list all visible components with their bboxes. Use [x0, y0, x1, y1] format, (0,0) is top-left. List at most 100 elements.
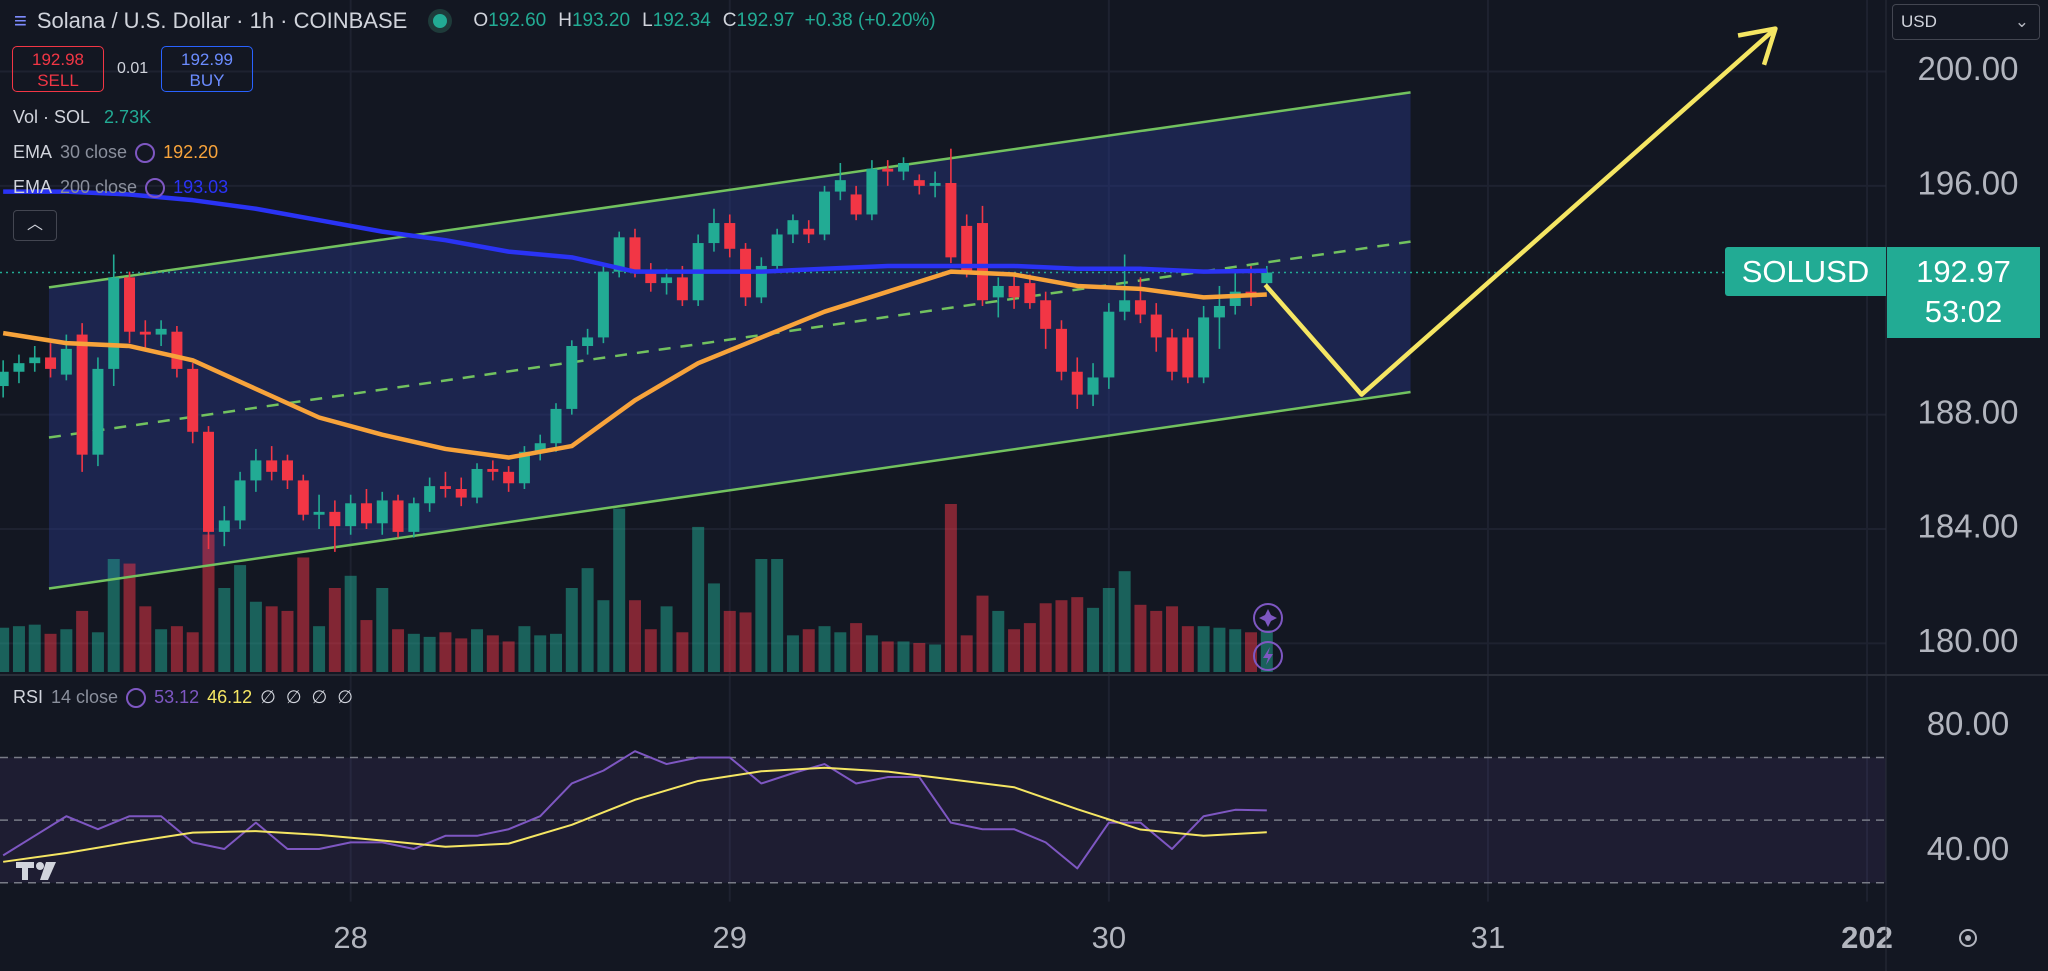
candle-body — [992, 285, 1004, 298]
buy-button[interactable]: 192.99 BUY — [161, 46, 253, 92]
ema-icon[interactable] — [145, 177, 166, 198]
candle-body — [961, 225, 973, 272]
rsi-params: 14 close — [51, 687, 119, 707]
volume-bar — [28, 624, 41, 672]
candle-body — [518, 451, 530, 484]
volume-bar — [202, 534, 215, 672]
volume-bar — [897, 641, 910, 672]
candle-body — [1071, 371, 1083, 395]
channel-line — [48, 91, 1411, 289]
candle-body — [424, 486, 436, 504]
ema-icon[interactable] — [135, 142, 156, 163]
candle-body — [629, 237, 641, 272]
candle-body — [1198, 317, 1210, 378]
settings-icon[interactable] — [1959, 929, 1977, 947]
candle-body — [866, 168, 878, 215]
volume-bar — [1039, 603, 1052, 672]
ema-name: EMA — [13, 142, 53, 162]
rsi-extra-label: ∅ — [311, 687, 328, 707]
currency-select[interactable]: USD ⌄ — [1892, 4, 2040, 40]
candle-body — [582, 337, 594, 347]
candle-body — [250, 460, 262, 481]
candle-body — [1087, 377, 1099, 395]
volume-bar — [1260, 630, 1273, 672]
last-price: 192.97 — [1916, 254, 2011, 289]
volume-bar — [660, 606, 673, 672]
ohlc-value: 192.34 — [652, 10, 711, 31]
volume-bar — [1150, 610, 1163, 672]
volume-bar — [707, 583, 720, 672]
candle-body — [281, 460, 293, 481]
change: +0.38 (+0.20%) — [804, 10, 936, 31]
volume-bar — [234, 565, 247, 672]
x-tick-label: 30 — [1092, 920, 1126, 955]
y-tick-label: 80.00 — [1927, 705, 2010, 742]
candle-body — [108, 277, 120, 369]
volume-bar — [755, 558, 768, 672]
volume-bar — [139, 606, 152, 672]
volume-bar — [960, 635, 973, 672]
candle-body — [266, 460, 278, 472]
candle-body — [787, 220, 799, 235]
sell-button[interactable]: 192.98 SELL — [12, 46, 104, 92]
volume-bar — [881, 641, 894, 672]
y-tick-label: 184.00 — [1918, 508, 2019, 545]
volume-bar — [550, 633, 563, 672]
volume-bar — [60, 629, 73, 672]
candle-body — [1040, 300, 1052, 329]
volume-bar — [455, 638, 468, 672]
volume-bar — [313, 626, 326, 672]
volume-bar — [1087, 607, 1100, 672]
candle-body — [455, 488, 467, 498]
candle-body — [76, 334, 88, 455]
volume-bar — [865, 635, 878, 672]
candle-body — [597, 271, 609, 338]
volume-bar — [281, 610, 294, 672]
ohlc-item: L192.34 — [642, 10, 711, 32]
volume-bar — [392, 629, 405, 672]
candle-body — [345, 503, 357, 527]
volume-bar — [170, 626, 183, 672]
y-tick-label: 196.00 — [1918, 165, 2019, 202]
ema-params: 30 close — [60, 142, 128, 162]
volume-bar — [1134, 604, 1147, 672]
rsi-icon[interactable] — [126, 687, 147, 708]
volume-bar — [91, 632, 104, 672]
candle-body — [471, 468, 483, 498]
candle-body — [613, 237, 625, 272]
ohlc: O192.60 H193.20 L192.34 C192.97 — [473, 10, 794, 32]
ohlc-value: 193.20 — [571, 10, 631, 31]
candle-body — [503, 471, 515, 484]
volume-bar — [739, 612, 752, 672]
series-line — [3, 766, 1267, 863]
volume-bar — [12, 626, 25, 672]
volume-bar — [850, 623, 863, 672]
flash-button[interactable] — [1253, 641, 1283, 671]
ohlc-key: C — [722, 10, 737, 31]
ai-button[interactable] — [1253, 603, 1283, 633]
symbol-title: Solana / U.S. Dollar · 1h · COINBASE — [36, 8, 408, 33]
series-line — [2, 750, 1267, 870]
candle-body — [1024, 283, 1036, 304]
axes: 28 29 30 31 202 200.00 196.00 188.00 184.00 180.0… — [333, 50, 2018, 955]
candle-body — [60, 348, 72, 375]
volume-bar — [613, 508, 626, 672]
ohlc-item: O192.60 — [473, 10, 546, 32]
rsi-extra-label: ∅ — [285, 687, 302, 707]
candle-body — [566, 346, 578, 409]
ohlc-item: C192.97 — [723, 10, 795, 32]
rsi-name: RSI — [13, 687, 44, 707]
collapse-button[interactable]: ︿ — [13, 210, 57, 241]
volume-bar — [265, 606, 278, 672]
volume-bar — [1213, 627, 1226, 672]
y-tick-label: 40.00 — [1927, 830, 2010, 867]
candle-body — [1008, 285, 1020, 298]
y-tick-label: 188.00 — [1918, 393, 2019, 430]
volume-legend-name: Vol · SOL — [13, 107, 91, 127]
candle-body — [819, 191, 831, 235]
menu-icon[interactable]: ≡ — [14, 8, 27, 33]
candle-body — [929, 183, 941, 186]
volume-bar — [976, 595, 989, 672]
volume-legend-value: 2.73K — [104, 107, 152, 127]
